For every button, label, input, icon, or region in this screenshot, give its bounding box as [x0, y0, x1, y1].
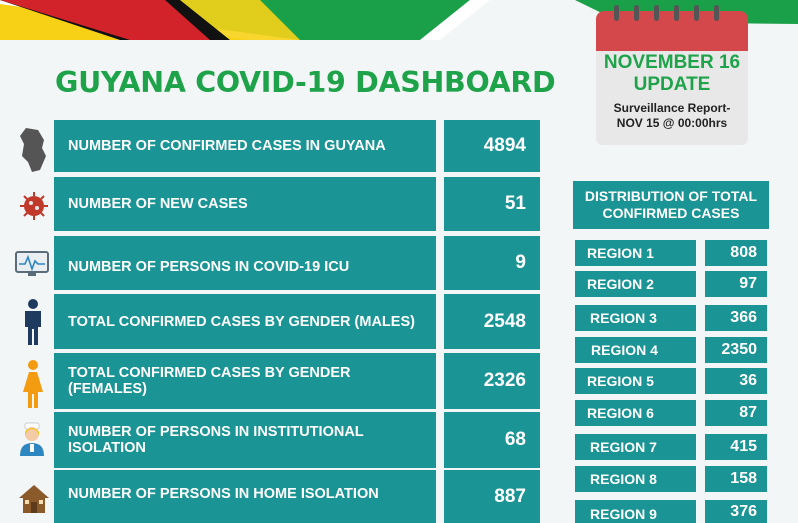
stat-label-icu: NUMBER OF PERSONS IN COVID-19 ICU	[54, 236, 436, 290]
calendar-ring	[674, 5, 679, 21]
stat-value-males: 2548	[444, 294, 540, 349]
region-value: 158	[705, 466, 767, 492]
surveillance-report: Surveillance Report- NOV 15 @ 00:00hrs	[596, 101, 748, 131]
region-label: REGION 8	[575, 466, 696, 492]
stat-label-confirmed: NUMBER OF CONFIRMED CASES IN GUYANA	[54, 120, 436, 172]
update-label: UPDATE	[633, 74, 711, 95]
icu-monitor-icon	[15, 251, 49, 276]
calendar-ring	[694, 5, 699, 21]
guyana-flag-banner	[0, 0, 798, 50]
nurse-icon	[20, 422, 44, 456]
virus-icon	[20, 192, 48, 220]
calendar-ring	[614, 5, 619, 21]
house-icon	[19, 485, 49, 513]
region-label: REGION 2	[575, 271, 696, 297]
region-value: 2350	[705, 337, 767, 363]
update-date: NOVEMBER 16 UPDATE	[596, 52, 748, 96]
report-line: Surveillance Report-	[613, 101, 731, 115]
region-value: 97	[705, 271, 767, 297]
male-icon	[25, 299, 41, 345]
region-value: 366	[705, 305, 767, 331]
region-value: 36	[705, 368, 767, 394]
region-value: 376	[705, 500, 767, 523]
calendar-body	[596, 51, 748, 145]
calendar-ring	[634, 5, 639, 21]
guyana-map-icon	[20, 128, 46, 172]
stat-label-new-cases: NUMBER OF NEW CASES	[54, 177, 436, 231]
stat-value-icu: 9	[444, 236, 540, 290]
region-value: 87	[705, 400, 767, 426]
stat-label-home: NUMBER OF PERSONS IN HOME ISOLATION	[54, 470, 436, 523]
region-label: REGION 9	[575, 500, 696, 523]
calendar-header	[596, 11, 748, 51]
report-date: NOV 15 @ 00:00hrs	[616, 116, 728, 130]
region-value: 415	[705, 434, 767, 460]
update-calendar: NOVEMBER 16 UPDATE Surveillance Report- …	[596, 5, 748, 145]
update-date-line: NOVEMBER 16	[603, 52, 741, 73]
region-label: REGION 3	[575, 305, 696, 331]
stat-value-institutional: 68	[444, 412, 540, 468]
distribution-header: DISTRIBUTION OF TOTAL CONFIRMED CASES	[573, 181, 769, 229]
region-label: REGION 7	[575, 434, 696, 460]
stat-value-new-cases: 51	[444, 177, 540, 231]
female-icon	[23, 360, 43, 408]
page-title: GUYANA COVID-19 DASHBOARD	[55, 66, 556, 99]
region-value: 808	[705, 240, 767, 266]
region-label: REGION 6	[575, 400, 696, 426]
region-label: REGION 1	[575, 240, 696, 266]
calendar-ring	[654, 5, 659, 21]
region-label: REGION 5	[575, 368, 696, 394]
stat-label-females: TOTAL CONFIRMED CASES BY GENDER (FEMALES…	[54, 353, 436, 409]
stat-label-institutional: NUMBER OF PERSONS IN INSTITUTIONAL ISOLA…	[54, 412, 436, 468]
region-label: REGION 4	[575, 337, 696, 363]
stat-value-home: 887	[444, 470, 540, 523]
stat-value-females: 2326	[444, 353, 540, 409]
stat-label-males: TOTAL CONFIRMED CASES BY GENDER (MALES)	[54, 294, 436, 349]
calendar-ring	[714, 5, 719, 21]
stat-value-confirmed: 4894	[444, 120, 540, 172]
